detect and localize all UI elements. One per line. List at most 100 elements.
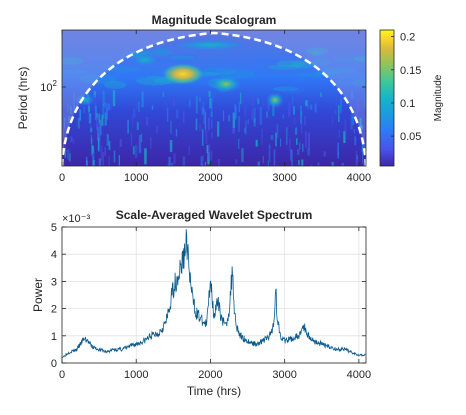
scalogram-title: Magnitude Scalogram — [152, 13, 277, 27]
scalogram-cell — [99, 119, 102, 136]
scalogram-cell — [182, 156, 186, 166]
scalogram-cell — [198, 96, 201, 102]
scalogram-cell — [172, 53, 197, 60]
y-tick-label: 102 — [40, 79, 57, 94]
scalogram-cell — [80, 74, 118, 84]
x-tick-label: 3000 — [272, 369, 296, 381]
scalogram-cell — [238, 101, 240, 113]
scalogram-cell — [170, 55, 195, 60]
scalogram-cell — [104, 147, 106, 156]
scalogram-cell — [282, 114, 285, 119]
scalogram-cell — [238, 138, 240, 149]
colorbar-gradient — [379, 29, 395, 167]
scalogram-cell — [101, 114, 104, 126]
scalogram-cell — [169, 140, 173, 153]
scalogram-cell — [234, 103, 237, 120]
x-tick-label: 4000 — [347, 369, 371, 381]
y-tick-label: 4 — [51, 249, 57, 261]
y-tick-label: 1 — [51, 331, 57, 343]
scalogram-cell — [73, 138, 75, 145]
scalogram-cell — [106, 66, 141, 73]
scalogram-cell — [210, 101, 213, 114]
scalogram-cell — [301, 159, 304, 166]
scalogram-cell — [298, 159, 300, 166]
scalogram-cell — [332, 116, 334, 124]
scalogram-cell — [136, 121, 139, 130]
scalogram-cell — [68, 115, 71, 122]
scalogram-cell — [266, 111, 268, 118]
scalogram-cell — [77, 118, 80, 129]
scalogram-cell — [217, 121, 220, 137]
scalogram-cell — [98, 113, 101, 124]
scalogram-cell — [292, 95, 294, 105]
scalogram-cell — [337, 150, 339, 156]
scalogram-cell — [359, 117, 362, 132]
scalogram-cell — [351, 79, 366, 88]
scalogram-cell — [176, 109, 179, 119]
scalogram-cell — [320, 92, 322, 97]
scalogram-cell — [301, 116, 302, 134]
scalogram-cell — [201, 160, 203, 166]
scalogram-cell — [98, 158, 102, 166]
scalogram-cell — [294, 116, 296, 125]
scalogram-cell — [83, 106, 85, 113]
scalogram-cell — [244, 104, 247, 117]
scalogram-cell — [195, 95, 198, 114]
scalogram-cell — [293, 105, 295, 115]
scalogram-cell — [200, 156, 202, 166]
scalogram-cell — [280, 138, 282, 147]
spectrum-axes-box — [61, 226, 367, 364]
spectrum-title: Scale-Averaged Wavelet Spectrum — [116, 208, 313, 222]
scalogram-cell — [183, 110, 185, 123]
scalogram-cell — [332, 56, 366, 62]
scalogram-cell — [305, 100, 308, 106]
scalogram-cell — [105, 108, 108, 120]
scalogram-cell — [63, 164, 65, 166]
scalogram-background — [62, 30, 366, 166]
scalogram-cell — [151, 105, 154, 110]
scalogram-cell — [341, 162, 344, 166]
scalogram-cell — [201, 71, 217, 76]
scalogram-cell — [175, 128, 178, 137]
scalogram-cell — [79, 109, 82, 121]
scalogram-cell — [119, 139, 122, 147]
scalogram-cell — [300, 105, 302, 124]
scalogram-cell — [232, 127, 235, 134]
scalogram-cell — [172, 96, 175, 107]
scalogram-cell — [104, 102, 107, 108]
scalogram-cell — [98, 138, 100, 151]
scalogram-cell — [314, 103, 317, 113]
scalogram-cell — [135, 102, 138, 109]
scalogram-cell — [155, 46, 169, 57]
scalogram-cell — [352, 114, 355, 125]
spectrum-y-multiplier: ×10⁻³ — [62, 213, 90, 225]
scalogram-cell — [276, 124, 279, 139]
scalogram-cell — [270, 135, 274, 140]
scalogram-cell — [206, 145, 209, 153]
scalogram-cell — [334, 110, 337, 115]
scalogram-cell — [207, 118, 210, 131]
y-tick-label: 3 — [51, 276, 57, 288]
scalogram-cell — [337, 142, 339, 159]
scalogram-cell — [64, 117, 66, 130]
scalogram-cell — [108, 140, 111, 150]
scalogram-cell — [356, 155, 358, 159]
spectrum-y-ticks: 0 1 2 3 4 5 — [51, 222, 366, 370]
scalogram-cell — [102, 103, 105, 119]
scalogram-cell — [295, 127, 298, 135]
scalogram-cell — [113, 150, 116, 163]
scalogram-cell — [207, 144, 211, 160]
colorbar-ticks: 0.05 0.1 0.15 0.2 — [391, 32, 421, 143]
scalogram-cell — [288, 103, 291, 118]
scalogram-cell — [203, 109, 206, 124]
scalogram-cell — [362, 146, 364, 164]
scalogram-cell — [140, 133, 143, 143]
scalogram-cell — [278, 85, 305, 94]
scalogram-cell — [130, 133, 133, 146]
scalogram-cell — [104, 80, 127, 89]
scalogram-cell — [166, 107, 169, 122]
scalogram-cell — [331, 162, 334, 166]
scalogram-cell — [204, 161, 206, 166]
scalogram-cell — [323, 151, 326, 157]
scalogram-cell — [94, 94, 97, 111]
